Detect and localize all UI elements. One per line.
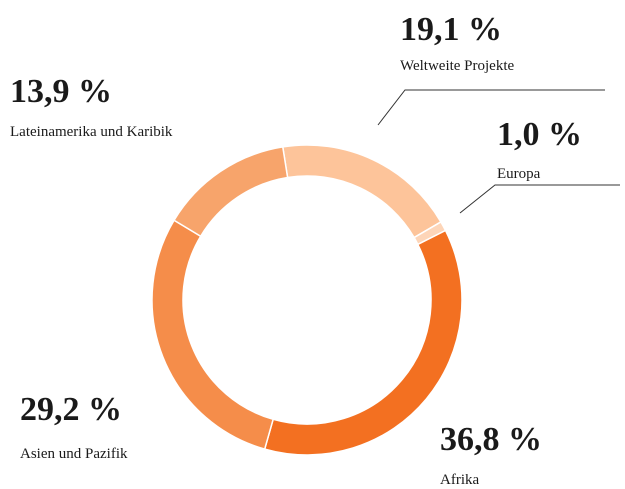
donut-segment (173, 146, 289, 238)
category-label: Afrika (440, 472, 479, 488)
donut-segment (263, 229, 463, 456)
leader-line (377, 89, 605, 126)
value-label: 1,0 % (497, 116, 582, 153)
category-label: Asien und Pazifik (20, 446, 128, 462)
value-label: 13,9 % (10, 73, 112, 110)
category-label: Europa (497, 166, 541, 182)
value-label: 36,8 % (440, 421, 542, 458)
value-label: 19,1 % (400, 11, 502, 48)
donut-segment (281, 144, 442, 239)
donut-segment (151, 219, 275, 451)
category-label: Lateinamerika und Karibik (10, 124, 173, 140)
value-label: 29,2 % (20, 391, 122, 428)
category-label: Weltweite Projekte (400, 58, 515, 74)
leader-line (459, 184, 620, 214)
